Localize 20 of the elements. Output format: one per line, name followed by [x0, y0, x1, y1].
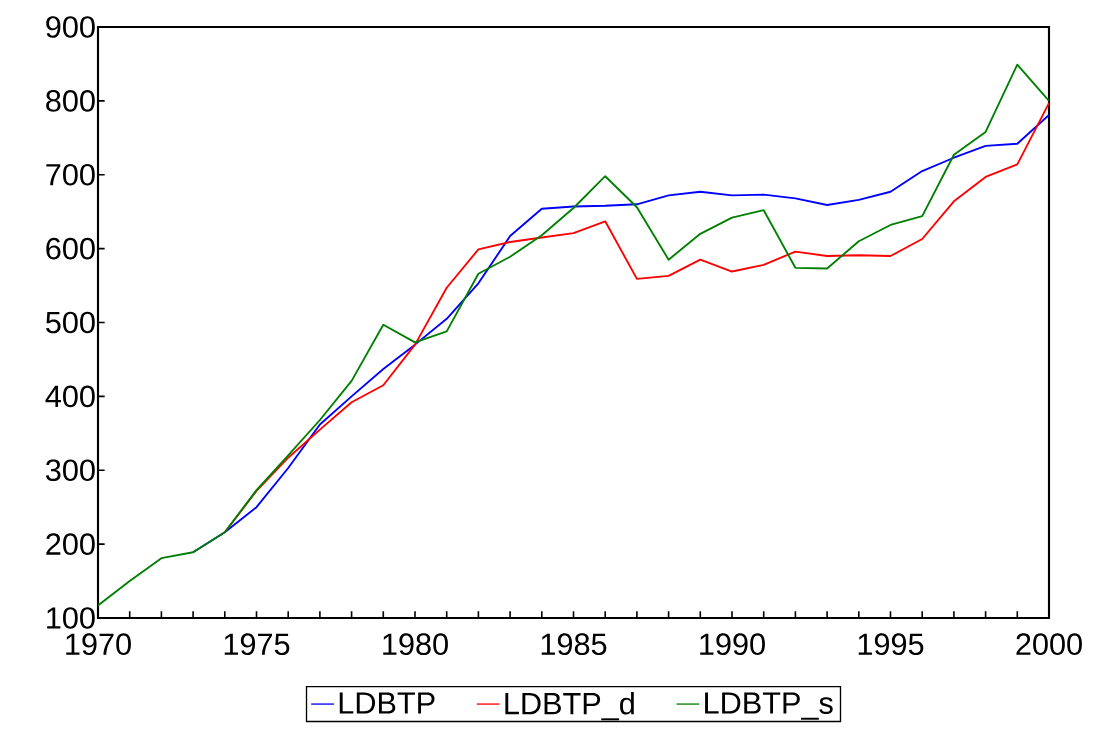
x-tick-label: 1985 — [541, 633, 607, 656]
legend-label: LDBTP — [339, 692, 435, 714]
y-tick-label: 400 — [45, 385, 95, 408]
y-tick-label: 100 — [47, 607, 95, 629]
y-tick-label: 800 — [46, 90, 95, 112]
x-tick-label: 1970 — [66, 633, 131, 656]
y-tick-label: 700 — [46, 163, 95, 186]
y-tick-label: 500 — [46, 311, 95, 334]
y-tick-label: 300 — [45, 459, 95, 482]
x-tick-label: 1990 — [700, 633, 765, 656]
line-series — [98, 63, 1049, 607]
legend-label: LDBTP_d — [505, 691, 634, 721]
y-tick-label: 900 — [46, 16, 95, 38]
y-tick-label: 600 — [46, 237, 95, 260]
x-tick-label: 1995 — [858, 633, 924, 656]
x-tick-label: 1975 — [224, 633, 290, 656]
y-tick-label: 200 — [46, 533, 95, 555]
x-tick-label: 2000 — [1016, 633, 1082, 656]
legend-label: LDBTP_s — [705, 692, 833, 720]
x-tick-label: 1980 — [383, 633, 448, 656]
